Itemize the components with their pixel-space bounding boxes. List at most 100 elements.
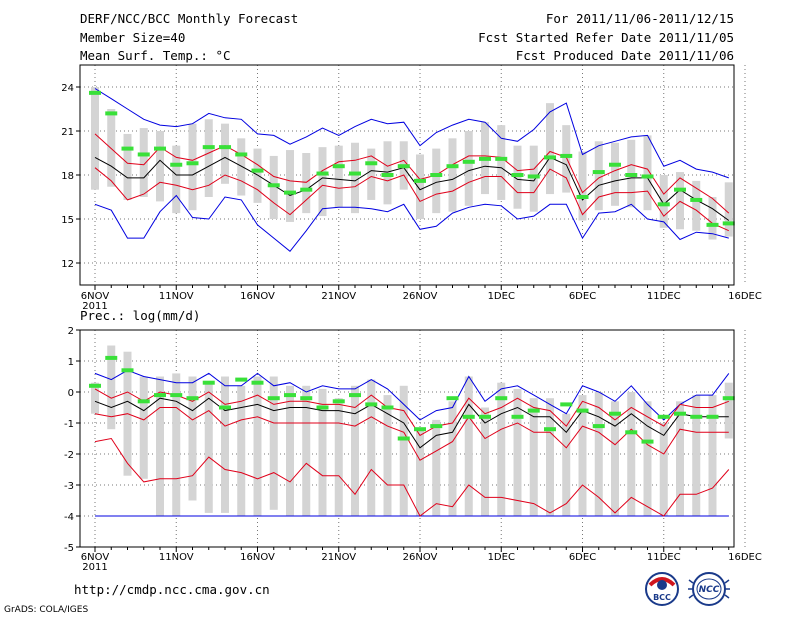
climatology-mark	[219, 145, 231, 150]
x-tick-year: 2011	[82, 562, 107, 573]
x-tick-label: 11DEC	[647, 552, 681, 563]
spread-bar	[172, 145, 181, 214]
lower-inner-line	[94, 407, 729, 461]
spread-bar	[708, 395, 717, 516]
spread-bar	[302, 385, 311, 516]
spread-bar	[627, 392, 636, 516]
spread-bar	[367, 379, 376, 516]
spread-bar	[383, 395, 392, 516]
spread-bar	[253, 148, 262, 203]
spread-bar	[237, 138, 246, 196]
y-tick-label: 18	[61, 171, 74, 182]
upper-outer-line	[94, 88, 729, 179]
forecast-produced-date: Fcst Produced Date 2011/11/06	[515, 48, 734, 63]
climatology-mark	[349, 393, 361, 398]
upper-inner-line	[94, 133, 730, 214]
climatology-mark	[625, 430, 638, 435]
median-line	[94, 156, 730, 221]
spread-bar	[643, 135, 652, 211]
climatology-mark	[170, 393, 183, 398]
climatology-mark	[349, 171, 361, 176]
spread-bar	[139, 128, 148, 197]
ncc-logo-text: NCC	[699, 585, 720, 595]
climatology-mark	[560, 402, 573, 407]
spread-bar	[659, 423, 668, 516]
climatology-mark	[121, 146, 134, 151]
climatology-mark	[690, 197, 703, 202]
y-tick-label: 15	[61, 215, 74, 226]
x-tick-label: 11DEC	[647, 291, 681, 302]
upper-outer-line	[94, 369, 730, 421]
climatology-mark	[414, 427, 426, 432]
climatology-mark	[446, 164, 459, 169]
spread-bar	[416, 154, 424, 219]
spread-bar	[156, 376, 164, 516]
climatology-mark	[284, 190, 296, 195]
climatology-mark	[251, 168, 264, 173]
spread-bar	[676, 172, 684, 230]
spread-bar	[432, 148, 441, 214]
climatology-mark	[332, 399, 345, 404]
climatology-mark	[674, 187, 686, 192]
spread-bar	[529, 145, 538, 212]
bcc-logo-text: BCC	[653, 593, 671, 602]
spread-bar	[724, 382, 733, 439]
climatology-mark	[154, 146, 166, 151]
forecast-started-date: Fcst Started Refer Date 2011/11/05	[478, 30, 734, 45]
x-tick-label: 1DEC	[488, 552, 515, 563]
climatology-mark	[332, 164, 345, 169]
spread-bar	[546, 398, 554, 516]
spread-bar	[659, 175, 668, 228]
climatology-mark	[381, 173, 394, 177]
spread-bar	[416, 429, 424, 516]
x-tick-label: 26NOV	[403, 291, 438, 302]
climatology-mark	[609, 162, 621, 167]
spread-bar	[448, 138, 457, 212]
climatology-mark	[641, 439, 654, 444]
climatology-mark	[430, 424, 443, 429]
x-tick-label: 11NOV	[159, 552, 194, 563]
plot-frame	[79, 329, 735, 548]
x-tick-label: 1DEC	[488, 291, 515, 302]
climatology-mark	[560, 153, 573, 158]
spread-bar	[562, 413, 571, 516]
y-tick-label: -5	[64, 543, 74, 554]
spread-bar	[351, 142, 359, 214]
climatology-mark	[170, 162, 183, 167]
spread-bar	[643, 401, 652, 516]
forecast-period: For 2011/11/06-2011/12/15	[545, 11, 734, 26]
climatology-mark	[479, 414, 491, 419]
spread-bar	[611, 401, 619, 516]
spread-bar	[156, 131, 164, 202]
climatology-mark	[706, 414, 719, 419]
grads-credit: GrADS: COLA/IGES	[4, 605, 89, 615]
x-tick-label: 21NOV	[321, 291, 356, 302]
climatology-mark	[544, 427, 556, 432]
source-url[interactable]: http://cmdp.ncc.cma.gov.cn	[74, 582, 270, 597]
spread-bar	[269, 376, 278, 510]
climatology-mark	[495, 396, 508, 401]
y-tick-label: -2	[64, 450, 74, 461]
climatology-mark	[414, 178, 426, 183]
y-tick-label: 0	[68, 388, 74, 399]
climatology-mark	[657, 414, 670, 419]
spread-bar	[464, 376, 473, 516]
climatology-mark	[267, 396, 280, 401]
climatology-mark	[300, 396, 313, 401]
spread-bar	[562, 125, 571, 193]
spread-bar	[448, 401, 457, 516]
climatology-mark	[592, 424, 605, 429]
climatology-mark	[381, 405, 394, 410]
climatology-mark	[625, 173, 638, 177]
spread-bar	[399, 385, 408, 516]
spread-bar	[464, 131, 473, 206]
spread-bar	[513, 145, 522, 209]
y-tick-label: 2	[68, 326, 74, 337]
climatology-mark	[462, 414, 475, 419]
spread-bar	[91, 382, 99, 414]
climatology-mark	[576, 408, 589, 413]
climatology-mark	[592, 170, 605, 175]
climatology-mark	[121, 368, 134, 373]
spread-bar	[221, 376, 229, 513]
x-tick-label: 16NOV	[240, 291, 275, 302]
